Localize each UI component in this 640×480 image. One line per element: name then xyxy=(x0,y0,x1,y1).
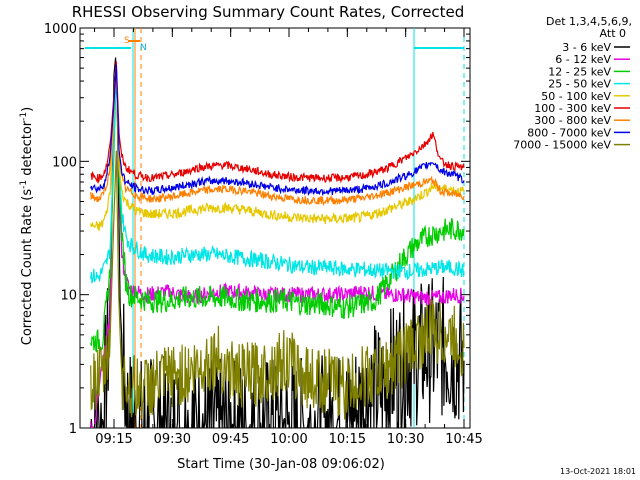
legend-header-detectors: Det 1,3,4,5,6,9, xyxy=(546,15,632,28)
legend-item-label: 300 - 800 keV xyxy=(534,114,611,127)
series-line-5 xyxy=(90,65,465,231)
x-tick-label: 09:30 xyxy=(154,432,191,447)
plot-area: SN 1 10 100 1000 09:15 09:30 09:45 10:00 10:15 10:… xyxy=(44,22,483,447)
legend-item-label: 25 - 50 keV xyxy=(548,78,611,91)
x-tick-label: 09:15 xyxy=(95,432,132,447)
x-tick-label: 09:45 xyxy=(212,432,249,447)
y-tick-label: 1 xyxy=(69,422,77,437)
legend-item-label: 6 - 12 keV xyxy=(555,53,611,66)
legend-item-label: 12 - 25 keV xyxy=(548,65,611,78)
x-tick-label: 10:00 xyxy=(270,432,307,447)
y-axis-label-sup1: -1 xyxy=(19,180,29,189)
x-axis-label: Start Time (30-Jan-08 09:06:02) xyxy=(177,457,385,472)
legend-item-label: 800 - 7000 keV xyxy=(527,126,611,139)
series-line-4 xyxy=(90,65,465,284)
chart-title: RHESSI Observing Summary Count Rates, Co… xyxy=(72,3,465,21)
y-axis-label-sup2: -1 xyxy=(19,112,29,121)
y-axis-label: Corrected Count Rate (s-1 detector-1) xyxy=(19,107,35,345)
series-line-6 xyxy=(90,61,465,185)
timestamp: 13-Oct-2021 18:01 xyxy=(560,467,636,476)
legend-item-label: 7000 - 15000 keV xyxy=(513,139,611,152)
y-tick-label: 1000 xyxy=(44,22,77,37)
x-tick-label: 10:15 xyxy=(329,432,366,447)
night-label: N xyxy=(140,43,147,53)
y-axis-label-main: Corrected Count Rate (s xyxy=(20,189,35,346)
x-tick-label: 10:45 xyxy=(445,432,482,447)
legend-item-label: 50 - 100 keV xyxy=(541,90,611,103)
series-line-7 xyxy=(90,68,465,207)
series-line-9 xyxy=(90,150,465,420)
y-axis-label-end: ) xyxy=(20,107,35,112)
legend-item-label: 3 - 6 keV xyxy=(562,41,611,54)
legend-item-label: 100 - 300 keV xyxy=(534,102,611,115)
y-tick-label: 10 xyxy=(60,289,77,304)
saa-label: S xyxy=(124,36,130,46)
x-tick-label: 10:30 xyxy=(387,432,424,447)
series-line-3 xyxy=(90,68,465,353)
series-line-8 xyxy=(90,64,465,197)
y-axis-label-mid: detector xyxy=(20,120,35,180)
legend-header-attenuator: Att 0 xyxy=(600,27,626,40)
y-tick-label: 100 xyxy=(52,155,77,170)
